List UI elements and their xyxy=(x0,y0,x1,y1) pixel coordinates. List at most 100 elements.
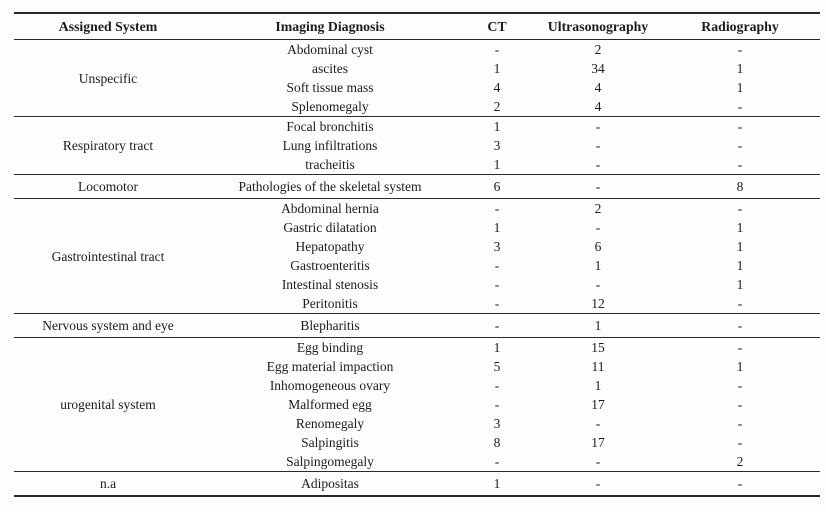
diagnosis-cell: Lung infiltrations xyxy=(282,138,378,153)
diagnosis-cell: Blepharitis xyxy=(300,318,360,333)
ultrasonography-cell: 34 xyxy=(591,61,605,76)
ct-cell: 1 xyxy=(493,61,501,76)
table-row: Hepatopathy 3 6 1 xyxy=(202,237,820,256)
diagnosis-cell: Splenomegaly xyxy=(291,99,369,114)
diagnosis-cell: Gastric dilatation xyxy=(283,220,377,235)
ct-cell: 6 xyxy=(493,179,501,194)
ct-cell: - xyxy=(494,296,500,311)
ultrasonography-cell: 1 xyxy=(594,318,602,333)
section-rows: Pathologies of the skeletal system 6 - 8 xyxy=(202,177,820,196)
table-row: ascites 1 34 1 xyxy=(202,59,820,78)
diagnosis-cell: Salpingomegaly xyxy=(286,454,374,469)
ultrasonography-cell: - xyxy=(595,416,601,431)
ultrasonography-cell: 15 xyxy=(591,340,605,355)
ultrasonography-cell: - xyxy=(595,179,601,194)
ct-cell: 1 xyxy=(493,220,501,235)
diagnosis-cell: Abdominal hernia xyxy=(281,201,379,216)
section-rows: Abdominal hernia - 2 - Gastric dilatation 1 - 1… xyxy=(202,199,820,313)
ct-cell: 1 xyxy=(493,476,501,491)
ct-cell: - xyxy=(494,42,500,57)
section-rows: Blepharitis - 1 - xyxy=(202,316,820,335)
ultrasonography-cell: - xyxy=(595,220,601,235)
ct-cell: 3 xyxy=(493,239,501,254)
radiography-cell: - xyxy=(737,476,743,491)
ultrasonography-cell: - xyxy=(595,277,601,292)
table-row: Renomegaly 3 - - xyxy=(202,414,820,433)
assigned-system-label: urogenital system xyxy=(60,397,156,412)
diagnosis-cell: Egg binding xyxy=(296,340,364,355)
table-row: Lung infiltrations 3 - - xyxy=(202,136,820,155)
ultrasonography-cell: - xyxy=(595,119,601,134)
ct-cell: 3 xyxy=(493,416,501,431)
assigned-system-label: Gastrointestinal tract xyxy=(51,248,165,264)
ultrasonography-cell: 1 xyxy=(594,258,602,273)
table-row: Blepharitis - 1 - xyxy=(202,316,820,335)
table-header-row: Assigned System Imaging Diagnosis CT Ult… xyxy=(14,14,820,40)
ct-cell: - xyxy=(494,454,500,469)
ultrasonography-cell: 12 xyxy=(591,296,605,311)
radiography-cell: 1 xyxy=(736,239,744,254)
ct-cell: 1 xyxy=(493,340,501,355)
radiography-cell: - xyxy=(737,296,743,311)
ultrasonography-cell: 2 xyxy=(594,42,602,57)
table-row: Pathologies of the skeletal system 6 - 8 xyxy=(202,177,820,196)
ct-cell: 1 xyxy=(493,157,501,172)
diagnosis-cell: Renomegaly xyxy=(295,416,365,431)
table-row: Inhomogeneous ovary - 1 - xyxy=(202,376,820,395)
assigned-system-label: Nervous system and eye xyxy=(42,318,174,333)
table-row: Splenomegaly 2 4 - xyxy=(202,97,820,116)
assigned-system-label: Respiratory tract xyxy=(62,138,154,153)
diagnosis-table: Assigned System Imaging Diagnosis CT Ult… xyxy=(14,12,820,497)
ultrasonography-cell: 1 xyxy=(594,378,602,393)
ultrasonography-cell: 17 xyxy=(591,397,605,412)
table-row: Salpingomegaly - - 2 xyxy=(202,452,820,471)
radiography-cell: - xyxy=(737,397,743,412)
diagnosis-cell: Inhomogeneous ovary xyxy=(269,378,391,393)
table-row: Egg material impaction 5 11 1 xyxy=(202,357,820,376)
radiography-cell: - xyxy=(737,138,743,153)
diagnosis-cell: Malformed egg xyxy=(288,397,372,412)
header-assigned-system: Assigned System xyxy=(58,19,158,34)
table-row: Gastroenteritis - 1 1 xyxy=(202,256,820,275)
radiography-cell: - xyxy=(737,201,743,216)
section-rows: Abdominal cyst -2- ascites 1 34 1 Soft tissue … xyxy=(202,40,820,116)
diagnosis-cell: Focal bronchitis xyxy=(286,119,374,134)
ct-cell: - xyxy=(494,277,500,292)
ct-cell: - xyxy=(494,258,500,273)
ct-cell: 2 xyxy=(493,99,501,114)
header-ct: CT xyxy=(487,19,507,34)
diagnosis-cell: Egg material impaction xyxy=(266,359,394,374)
table-section-respiratory-tract: Respiratory tract Focal bronchitis 1 - - Lung… xyxy=(14,117,820,175)
diagnosis-cell: Peritonitis xyxy=(302,296,358,311)
table-row: Peritonitis - 12 - xyxy=(202,294,820,313)
diagnosis-cell: Pathologies of the skeletal system xyxy=(238,179,422,194)
radiography-cell: - xyxy=(737,318,743,333)
radiography-cell: - xyxy=(737,99,743,114)
radiography-cell: - xyxy=(737,42,743,57)
ultrasonography-cell: 17 xyxy=(591,435,605,450)
table-section-unspecific: Unspecific Abdominal cyst -2- ascites 1 34 1 So… xyxy=(14,40,820,117)
ct-cell: 4 xyxy=(493,80,501,95)
ultrasonography-cell: 2 xyxy=(594,201,602,216)
section-rows: Egg binding 1 15 - Egg material impaction 5 1 1… xyxy=(202,338,820,471)
radiography-cell: 1 xyxy=(736,220,744,235)
diagnosis-cell: Intestinal stenosis xyxy=(281,277,379,292)
table-row: Malformed egg - 17 - xyxy=(202,395,820,414)
table-row: tracheitis 1 - - xyxy=(202,155,820,174)
ct-cell: 5 xyxy=(493,359,501,374)
ultrasonography-cell: - xyxy=(595,476,601,491)
ultrasonography-cell: - xyxy=(595,157,601,172)
ultrasonography-cell: - xyxy=(595,138,601,153)
table-row: Focal bronchitis 1 - - xyxy=(202,117,820,136)
radiography-cell: 8 xyxy=(736,179,744,194)
radiography-cell: - xyxy=(737,435,743,450)
ct-cell: - xyxy=(494,397,500,412)
radiography-cell: 1 xyxy=(736,359,744,374)
section-rows: Adipositas 1 - - xyxy=(202,474,820,493)
table-body: Unspecific Abdominal cyst -2- ascites 1 34 1 So… xyxy=(14,40,820,495)
ct-cell: 8 xyxy=(493,435,501,450)
ct-cell: - xyxy=(494,378,500,393)
table-row: Gastric dilatation 1 - 1 xyxy=(202,218,820,237)
radiography-cell: - xyxy=(737,378,743,393)
radiography-cell: - xyxy=(737,119,743,134)
